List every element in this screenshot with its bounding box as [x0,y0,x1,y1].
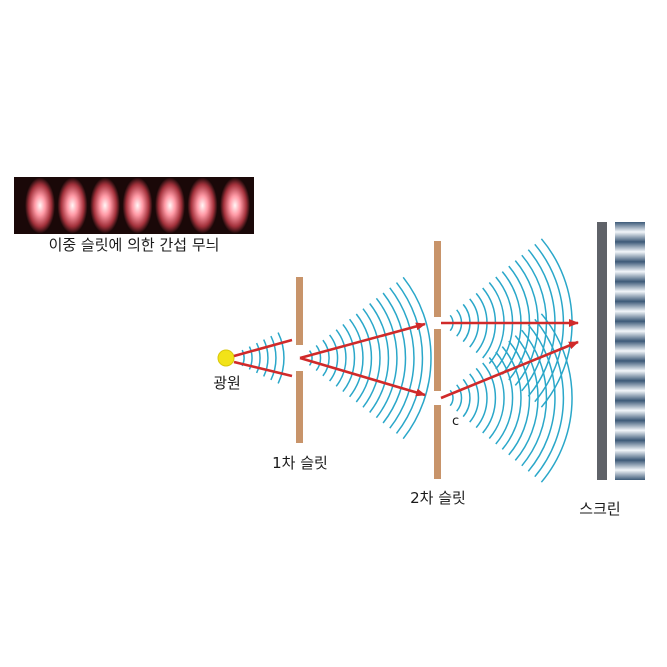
wave-arc-slit1 [349,318,364,398]
ray-slit1-to-lower [299,356,426,397]
screen-band [615,222,645,242]
wave-arc-source [263,339,269,377]
second-slit-barrier [434,241,441,479]
screen-band [615,440,645,461]
screen-band [615,360,645,381]
screen-band [615,321,645,342]
wave-arc-source [248,346,253,370]
wave-arc-slit1 [329,334,339,382]
wave-arc-source [277,332,285,384]
ray-source-up [233,338,293,358]
screen-band [615,460,645,480]
ray-source-down [233,360,293,378]
fringe-band [122,177,153,234]
wave-arc-slit2-lower [540,313,573,483]
ray-slit1-to-upper [299,322,426,360]
interference-fringe-image [14,177,254,234]
ray-lower-to-screen [440,340,579,400]
wave-arc-slit1 [315,344,322,372]
wave-arc-slit2-lower [495,351,514,445]
screen-band [615,281,645,302]
wave-arc-slit2-lower [488,357,505,439]
wave-arc-slit1 [389,287,415,429]
wave-arc-source [255,342,261,374]
wave-arc-slit1 [402,276,432,440]
screen-band [615,380,645,401]
wave-arc-slit2-lower [501,346,522,450]
wave-arc-slit2-lower [534,318,565,478]
wave-arc-slit2-lower [469,373,480,423]
source-label: 광원 [213,374,241,392]
slit2-label: 2차 슬릿 [410,489,466,507]
fringe-band [155,177,185,234]
wave-arc-slit2-lower [521,329,548,467]
wave-arc-slit1 [369,303,390,413]
screen-bar [597,222,607,480]
wave-arc-slit2-lower [475,367,488,429]
screen-band [615,341,645,361]
screen-band [615,261,645,282]
wave-arc-source [270,335,277,381]
fringe-band [57,177,88,234]
screen-band [615,241,645,262]
wave-arc-source [241,349,245,367]
screen-pattern [615,222,645,480]
wave-arc-slit2-lower [462,378,471,418]
wave-arc-slit2-lower [508,340,531,456]
point-c-label: c [452,414,459,429]
screen-band [615,400,645,421]
first-slit-barrier [296,277,303,443]
fringe-band [25,177,55,234]
wave-arc-slit1 [335,329,347,387]
wave-arc-slit2-lower [514,335,539,461]
wave-arc-slit1 [322,339,330,377]
wave-arc-slit1 [382,292,407,424]
wave-arc-slit1 [355,313,373,403]
wave-arc-slit1 [395,282,424,434]
fringe-band [187,177,218,234]
fringe-caption: 이중 슬릿에 의한 간섭 무늬 [49,236,220,254]
light-source [217,349,235,367]
wave-arc-slit1 [362,308,381,408]
screen-band [615,420,645,441]
wave-arc-slit1 [342,323,356,393]
slit1-label: 1차 슬릿 [272,454,328,472]
fringe-band [220,177,250,234]
wave-arc-slit1 [375,297,398,419]
wave-arc-slit2-lower [482,362,497,434]
wave-fronts [241,238,573,483]
fringe-band [90,177,120,234]
light-rays [233,319,579,400]
screen-label: 스크린 [579,500,620,518]
wave-arc-slit2-lower [527,324,556,472]
wave-arc-slit2-lower [449,389,454,407]
wave-arc-slit1 [308,350,313,366]
screen-band [615,301,645,322]
wave-arc-slit2-lower [456,384,463,412]
